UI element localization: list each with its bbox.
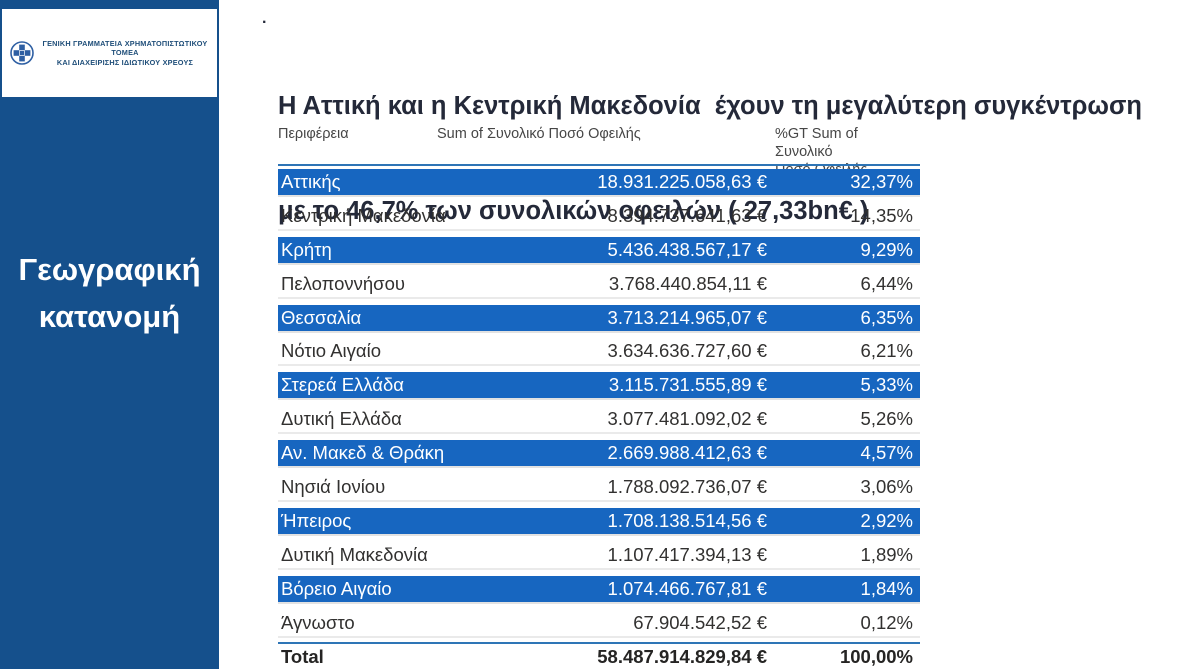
table-row-band: Αττικής 18.931.225.058,63 € 32,37%: [278, 169, 920, 197]
region-cell: Βόρειο Αιγαίο: [281, 577, 392, 599]
table-row[interactable]: Ήπειρος 1.708.138.514,56 € 2,92%: [278, 507, 920, 542]
table-row-band: Στερεά Ελλάδα 3.115.731.555,89 € 5,33%: [278, 372, 920, 401]
amount-cell: 3.768.440.854,11 €: [608, 272, 767, 294]
percent-cell: 5,26%: [860, 408, 913, 430]
table-row[interactable]: Δυτική Ελλάδα 3.077.481.092,02 € 5,26%: [278, 406, 920, 440]
region-cell: Νησιά Ιονίου: [281, 476, 386, 498]
table-row[interactable]: Κρήτη 5.436.438.567,17 € 9,29%: [278, 236, 920, 271]
region-cell: Στερεά Ελλάδα: [281, 374, 404, 396]
page-title: Η Αττική και η Κεντρική Μακεδονία έχουν …: [278, 19, 1201, 299]
ministry-logo: ΓΕΝΙΚΗ ΓΡΑΜΜΑΤΕΙΑ ΧΡΗΜΑΤΟΠΙΣΤΩΤΙΚΟΥ ΤΟΜΕ…: [2, 9, 217, 97]
percent-cell: 5,33%: [860, 374, 913, 396]
total-label: Total: [281, 646, 324, 667]
region-cell: Αττικής: [281, 171, 341, 192]
percent-cell: 6,35%: [860, 306, 913, 328]
table-row-band: Νησιά Ιονίου 1.788.092.736,07 € 3,06%: [278, 474, 920, 503]
debt-by-region-table: Περιφέρεια Sum of Συνολικό Ποσό Οφειλής …: [278, 0, 920, 669]
logo-text-line2: ΚΑΙ ΔΙΑΧΕΙΡΙΣΗΣ ΙΔΙΩΤΙΚΟΥ ΧΡΕΟΥΣ: [56, 57, 194, 67]
region-cell: Κεντρική Μακεδονία: [281, 204, 446, 226]
table-row[interactable]: Βόρειο Αιγαίο 1.074.466.767,81 € 1,84%: [278, 575, 920, 610]
sidebar: ΓΕΝΙΚΗ ΓΡΑΜΜΑΤΕΙΑ ΧΡΗΜΑΤΟΠΙΣΤΩΤΙΚΟΥ ΤΟΜΕ…: [0, 0, 219, 669]
total-row: Total 58.487.914.829,84 € 100,00%: [278, 645, 920, 669]
table-row[interactable]: Νησιά Ιονίου 1.788.092.736,07 € 3,06%: [278, 474, 920, 508]
region-cell: Άγνωστο: [281, 611, 355, 633]
amount-cell: 67.904.542,52 €: [633, 611, 767, 633]
region-cell: Θεσσαλία: [281, 306, 362, 328]
table-row[interactable]: Στερεά Ελλάδα 3.115.731.555,89 € 5,33%: [278, 372, 920, 406]
amount-cell: 1.107.417.394,13 €: [607, 543, 767, 565]
region-cell: Αν. Μακεδ & Θράκη: [281, 442, 445, 464]
table-row[interactable]: Θεσσαλία 3.713.214.965,07 € 6,35%: [278, 304, 920, 339]
sidebar-title-line2: κατανομή: [38, 299, 181, 334]
logo-text-line1: ΓΕΝΙΚΗ ΓΡΑΜΜΑΤΕΙΑ ΧΡΗΜΑΤΟΠΙΣΤΩΤΙΚΟΥ ΤΟΜΕ…: [42, 38, 208, 58]
region-cell: Δυτική Μακεδονία: [281, 543, 428, 565]
greek-emblem-icon: [10, 41, 34, 65]
region-cell: Κρήτη: [281, 238, 332, 260]
table-row-band: Πελοποννήσου 3.768.440.854,11 € 6,44%: [278, 271, 920, 299]
amount-cell: 1.788.092.736,07 €: [607, 476, 767, 498]
title-bullet: ·: [262, 14, 268, 31]
column-header-amount[interactable]: Sum of Συνολικό Ποσό Οφειλής: [437, 126, 641, 142]
table-row-band: Βόρειο Αιγαίο 1.074.466.767,81 € 1,84%: [278, 575, 920, 604]
ministry-logo-text: ΓΕΝΙΚΗ ΓΡΑΜΜΑΤΕΙΑ ΧΡΗΜΑΤΟΠΙΣΤΩΤΙΚΟΥ ΤΟΜΕ…: [41, 39, 209, 68]
table-row[interactable]: Νότιο Αιγαίο 3.634.636.727,60 € 6,21%: [278, 338, 920, 372]
table-header: Περιφέρεια Sum of Συνολικό Ποσό Οφειλής …: [278, 125, 920, 189]
amount-cell: 2.669.988.412,63 €: [607, 442, 767, 464]
table-row-band: Ήπειρος 1.708.138.514,56 € 2,92%: [278, 507, 920, 536]
sidebar-section-title: Γεωγραφική κατανομή: [0, 246, 219, 340]
amount-cell: 1.074.466.767,81 €: [607, 577, 767, 599]
table-row[interactable]: Κεντρική Μακεδονία 8.394.737.641,63 € 14…: [278, 203, 920, 237]
table-row-band: Δυτική Ελλάδα 3.077.481.092,02 € 5,26%: [278, 406, 920, 435]
table-row-band: Άγνωστο 67.904.542,52 € 0,12%: [278, 610, 920, 638]
table-row[interactable]: Πελοποννήσου 3.768.440.854,11 € 6,44%: [278, 271, 920, 305]
percent-cell: 1,89%: [860, 543, 913, 565]
table-row[interactable]: Άγνωστο 67.904.542,52 € 0,12%: [278, 610, 920, 644]
table-row-band: Κεντρική Μακεδονία 8.394.737.641,63 € 14…: [278, 203, 920, 231]
table-row[interactable]: Αν. Μακεδ & Θράκη 2.669.988.412,63 € 4,5…: [278, 440, 920, 474]
total-divider: [278, 642, 920, 644]
amount-cell: 18.931.225.058,63 €: [597, 171, 767, 192]
page-title-line1: Η Αττική και η Κεντρική Μακεδονία έχουν …: [278, 92, 1142, 120]
table-body: Αττικής 18.931.225.058,63 € 32,37% Κεντρ…: [278, 169, 920, 643]
percent-cell: 2,92%: [860, 509, 913, 531]
page-title-line2: με το 46,7% των συνολικών οφειλών ( 27,3…: [278, 197, 869, 225]
table-row-band: Δυτική Μακεδονία 1.107.417.394,13 € 1,89…: [278, 542, 920, 570]
table-row[interactable]: Δυτική Μακεδονία 1.107.417.394,13 € 1,89…: [278, 542, 920, 576]
percent-cell: 32,37%: [850, 171, 913, 192]
percent-cell: 9,29%: [860, 238, 913, 260]
region-cell: Δυτική Ελλάδα: [281, 408, 402, 430]
total-amount: 58.487.914.829,84 €: [597, 646, 767, 667]
amount-cell: 3.634.636.727,60 €: [607, 340, 767, 362]
percent-cell: 0,12%: [860, 611, 913, 633]
percent-cell: 6,44%: [860, 272, 913, 294]
amount-cell: 3.115.731.555,89 €: [608, 374, 767, 396]
total-percent: 100,00%: [839, 646, 913, 667]
percent-cell: 1,84%: [860, 577, 913, 599]
region-cell: Ήπειρος: [281, 509, 352, 531]
column-header-region[interactable]: Περιφέρεια: [278, 126, 349, 142]
amount-cell: 5.436.438.567,17 €: [607, 238, 767, 260]
percent-cell: 4,57%: [860, 442, 913, 464]
table-row[interactable]: Αττικής 18.931.225.058,63 € 32,37%: [278, 169, 920, 203]
amount-cell: 3.077.481.092,02 €: [607, 408, 767, 430]
sidebar-title-line1: Γεωγραφική: [18, 252, 201, 287]
table-row-band: Αν. Μακεδ & Θράκη 2.669.988.412,63 € 4,5…: [278, 440, 920, 469]
region-cell: Νότιο Αιγαίο: [281, 340, 382, 362]
percent-cell: 3,06%: [860, 476, 913, 498]
amount-cell: 1.708.138.514,56 €: [607, 509, 767, 531]
percent-cell: 14,35%: [850, 204, 913, 226]
table-row-band: Νότιο Αιγαίο 3.634.636.727,60 € 6,21%: [278, 338, 920, 367]
table-row-band: Κρήτη 5.436.438.567,17 € 9,29%: [278, 236, 920, 265]
column-header-percent-line1: %GT Sum of Συνολικό: [775, 126, 858, 160]
header-divider: [278, 164, 920, 166]
table-row-band: Θεσσαλία 3.713.214.965,07 € 6,35%: [278, 304, 920, 333]
amount-cell: 8.394.737.641,63 €: [607, 204, 767, 226]
amount-cell: 3.713.214.965,07 €: [607, 306, 767, 328]
region-cell: Πελοποννήσου: [281, 272, 406, 294]
percent-cell: 6,21%: [860, 340, 913, 362]
